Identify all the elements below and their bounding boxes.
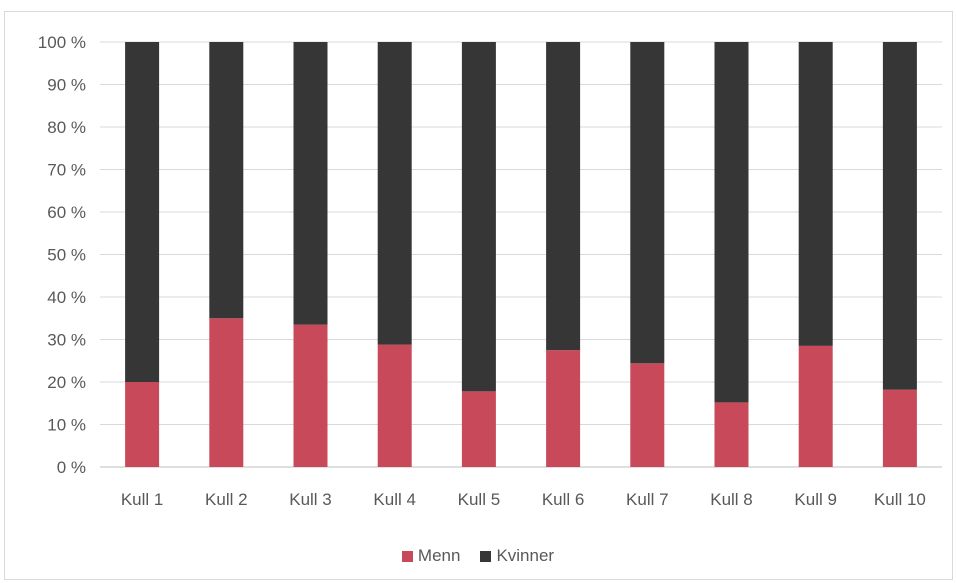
legend-label-kvinner: Kvinner bbox=[496, 546, 555, 565]
bar-menn-1 bbox=[125, 382, 160, 467]
y-tick-label: 90 % bbox=[47, 76, 86, 95]
y-tick-label: 60 % bbox=[47, 203, 86, 222]
bar-kvinner-3 bbox=[293, 42, 328, 325]
legend-swatch-menn bbox=[401, 550, 413, 562]
y-tick-label: 10 % bbox=[47, 416, 86, 435]
legend-swatch-kvinner bbox=[480, 550, 492, 562]
x-tick-label: Kull 4 bbox=[373, 490, 416, 509]
y-tick-label: 70 % bbox=[47, 161, 86, 180]
bar-menn-5 bbox=[461, 391, 496, 467]
x-tick-labels: Kull 1 Kull 2 Kull 3 Kull 4 Kull 5 Kull 6 Kull… bbox=[121, 490, 926, 509]
y-tick-labels: 0 % 10 % 20 % 30 % 40 % 50 % 60 % 70 % 80 % 90 % 1… bbox=[38, 33, 86, 477]
y-tick-label: 100 % bbox=[38, 33, 86, 52]
x-tick-label: Kull 5 bbox=[458, 490, 501, 509]
bar-kvinner-2 bbox=[209, 42, 244, 319]
bar-menn-7 bbox=[630, 363, 665, 467]
bar-kvinner-7 bbox=[630, 42, 665, 364]
y-tick-label: 50 % bbox=[47, 246, 86, 265]
legend-item-menn: Menn bbox=[401, 546, 461, 566]
y-tick-label: 30 % bbox=[47, 331, 86, 350]
bar-kvinner-1 bbox=[125, 42, 160, 382]
y-tick-label: 20 % bbox=[47, 373, 86, 392]
x-tick-label: Kull 7 bbox=[626, 490, 669, 509]
legend-item-kvinner: Kvinner bbox=[480, 546, 554, 566]
bar-kvinner-5 bbox=[461, 42, 496, 392]
x-tick-label: Kull 6 bbox=[542, 490, 585, 509]
bar-menn-2 bbox=[209, 318, 244, 467]
bar-menn-4 bbox=[377, 344, 412, 467]
bar-kvinner-6 bbox=[546, 42, 581, 351]
legend: Menn Kvinner bbox=[0, 546, 956, 566]
bar-menn-3 bbox=[293, 324, 328, 467]
bar-menn-9 bbox=[798, 345, 833, 467]
y-tick-label: 40 % bbox=[47, 288, 86, 307]
x-tick-label: Kull 3 bbox=[289, 490, 332, 509]
x-tick-label: Kull 8 bbox=[710, 490, 753, 509]
bar-menn-6 bbox=[546, 350, 581, 467]
bar-kvinner-8 bbox=[714, 42, 749, 403]
x-tick-label: Kull 1 bbox=[121, 490, 164, 509]
bar-menn-10 bbox=[882, 389, 917, 467]
x-tick-label: Kull 2 bbox=[205, 490, 248, 509]
bar-layer bbox=[125, 42, 917, 467]
bar-menn-8 bbox=[714, 402, 749, 467]
x-tick-label: Kull 10 bbox=[874, 490, 926, 509]
legend-label-menn: Menn bbox=[417, 546, 461, 565]
bar-kvinner-4 bbox=[377, 42, 412, 345]
y-tick-label: 80 % bbox=[47, 118, 86, 137]
bar-kvinner-10 bbox=[882, 42, 917, 390]
y-tick-label: 0 % bbox=[57, 458, 86, 477]
bar-kvinner-9 bbox=[798, 42, 833, 346]
x-tick-label: Kull 9 bbox=[794, 490, 837, 509]
